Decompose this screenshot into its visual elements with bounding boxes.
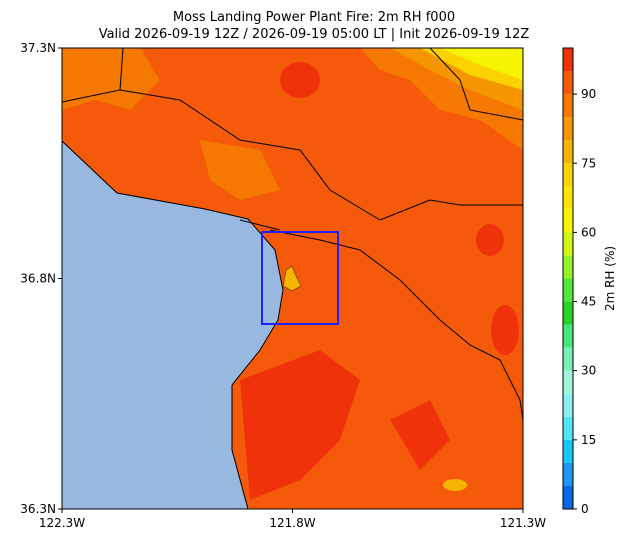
colorbar-tick-label: 45 (581, 295, 596, 309)
chart-subtitle: Valid 2026-09-19 12Z / 2026-09-19 05:00 … (99, 27, 530, 42)
colorbar-tick-label: 0 (581, 502, 589, 516)
colorbar-segment (563, 301, 573, 325)
colorbar-label: 2m RH (%) (603, 246, 617, 311)
y-tick-label: 37.3N (20, 41, 56, 55)
colorbar-segment (563, 232, 573, 256)
colorbar-segment (563, 347, 573, 371)
y-tick-label: 36.8N (20, 272, 56, 286)
colorbar-tick-label: 60 (581, 225, 596, 239)
colorbar-segment (563, 393, 573, 417)
colorbar-tick-label: 90 (581, 87, 596, 101)
x-tick-label: 121.8W (269, 516, 315, 530)
colorbar-segment (563, 209, 573, 233)
map-field (62, 48, 523, 509)
colorbar-segment (563, 485, 573, 509)
y-tick-label: 36.3N (20, 502, 56, 516)
colorbar-segment (563, 117, 573, 141)
colorbar-segment (563, 48, 573, 72)
colorbar-frame (562, 47, 574, 510)
colorbar-segment (563, 462, 573, 486)
colorbar-segment (563, 140, 573, 164)
colorbar-segment (563, 186, 573, 210)
colorbar-segment (563, 370, 573, 394)
chart-title: Moss Landing Power Plant Fire: 2m RH f00… (173, 10, 455, 25)
x-tick-label: 122.3W (39, 516, 85, 530)
colorbar-segment (563, 416, 573, 440)
colorbar-segment (563, 255, 573, 279)
colorbar-segment (563, 439, 573, 463)
colorbar-segment (563, 94, 573, 118)
colorbar-segment (563, 71, 573, 95)
colorbar-tick-label: 15 (581, 433, 596, 447)
colorbar-segment (563, 278, 573, 302)
x-tick-label: 121.3W (500, 516, 546, 530)
colorbar-tick-label: 75 (581, 156, 596, 170)
colorbar-tick-label: 30 (581, 364, 596, 378)
colorbar-segment (563, 324, 573, 348)
colorbar-segment (563, 163, 573, 187)
